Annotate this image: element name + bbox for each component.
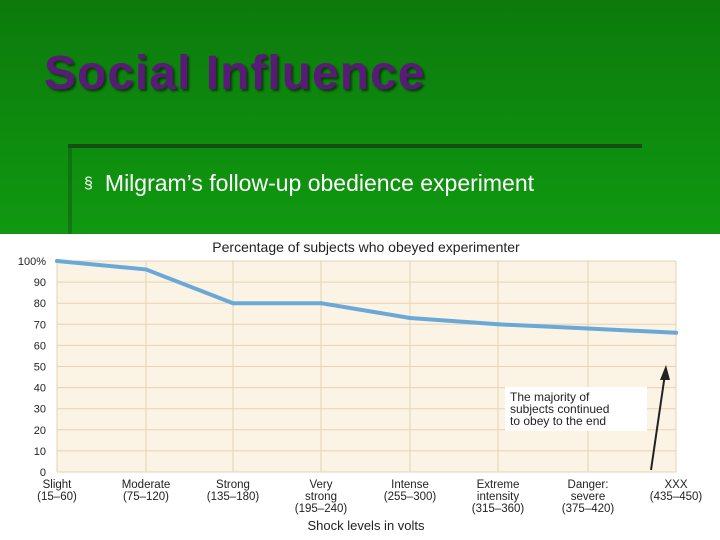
x-tick-label: intensity [477, 491, 519, 503]
x-tick-range: (135–180) [207, 491, 260, 503]
annotation-text: The majority of [510, 390, 590, 404]
bullet-item: § Milgram’s follow-up obedience experimen… [84, 170, 534, 197]
bullet-marker: § [84, 175, 93, 192]
x-tick-range: (15–60) [37, 491, 77, 503]
bullet-text: Milgram’s follow-up obedience experiment [104, 170, 535, 196]
y-tick-label: 100% [18, 256, 46, 268]
y-tick-label: 0 [40, 467, 46, 479]
x-tick-label: Strong [216, 479, 250, 491]
y-tick-label: 90 [34, 277, 46, 289]
chart-title: Percentage of subjects who obeyed experi… [212, 239, 520, 255]
x-tick-range: (375–420) [562, 503, 615, 515]
x-axis-label: Shock levels in volts [307, 518, 425, 533]
annotation-arrow [650, 373, 666, 471]
data-point [231, 301, 235, 306]
x-tick-label: XXX [664, 479, 687, 491]
x-tick-label: Slight [43, 479, 73, 491]
y-tick-label: 80 [34, 298, 46, 310]
data-point [55, 259, 59, 263]
x-tick-range: (195–240) [295, 503, 348, 515]
title-divider [68, 144, 642, 148]
x-tick-range: (435–450) [650, 491, 703, 503]
x-tick-label: Danger: [568, 479, 609, 491]
y-tick-label: 30 [34, 404, 46, 416]
x-tick-range: (255–300) [384, 491, 437, 503]
data-point [144, 267, 148, 272]
series-line [55, 259, 678, 335]
x-tick-label: Very [309, 479, 332, 491]
content-box-edge [68, 148, 72, 234]
x-tick-range: (315–360) [472, 503, 525, 515]
x-tick-label: severe [571, 491, 606, 503]
x-tick-label: Moderate [122, 479, 171, 491]
annotation-arrowhead [660, 365, 670, 380]
y-tick-label: 10 [34, 446, 46, 458]
x-tick-label: Intense [391, 479, 429, 491]
data-point [586, 326, 590, 331]
y-tick-label: 40 [34, 383, 46, 395]
x-tick-label: strong [305, 491, 337, 503]
y-tick-label: 50 [34, 362, 46, 374]
slide-title: Social Influence [44, 47, 426, 100]
x-tick-range: (75–120) [123, 491, 169, 503]
data-point [319, 301, 323, 306]
data-point [674, 330, 678, 335]
data-point [496, 322, 500, 327]
annotation-text: subjects continued [510, 402, 609, 416]
y-tick-label: 70 [34, 319, 46, 331]
x-tick-label: Extreme [477, 479, 520, 491]
annotation-box [505, 387, 647, 431]
data-point [408, 315, 412, 320]
y-tick-label: 60 [34, 340, 46, 352]
annotation-text: to obey to the end [510, 414, 606, 428]
y-tick-label: 20 [34, 425, 46, 437]
